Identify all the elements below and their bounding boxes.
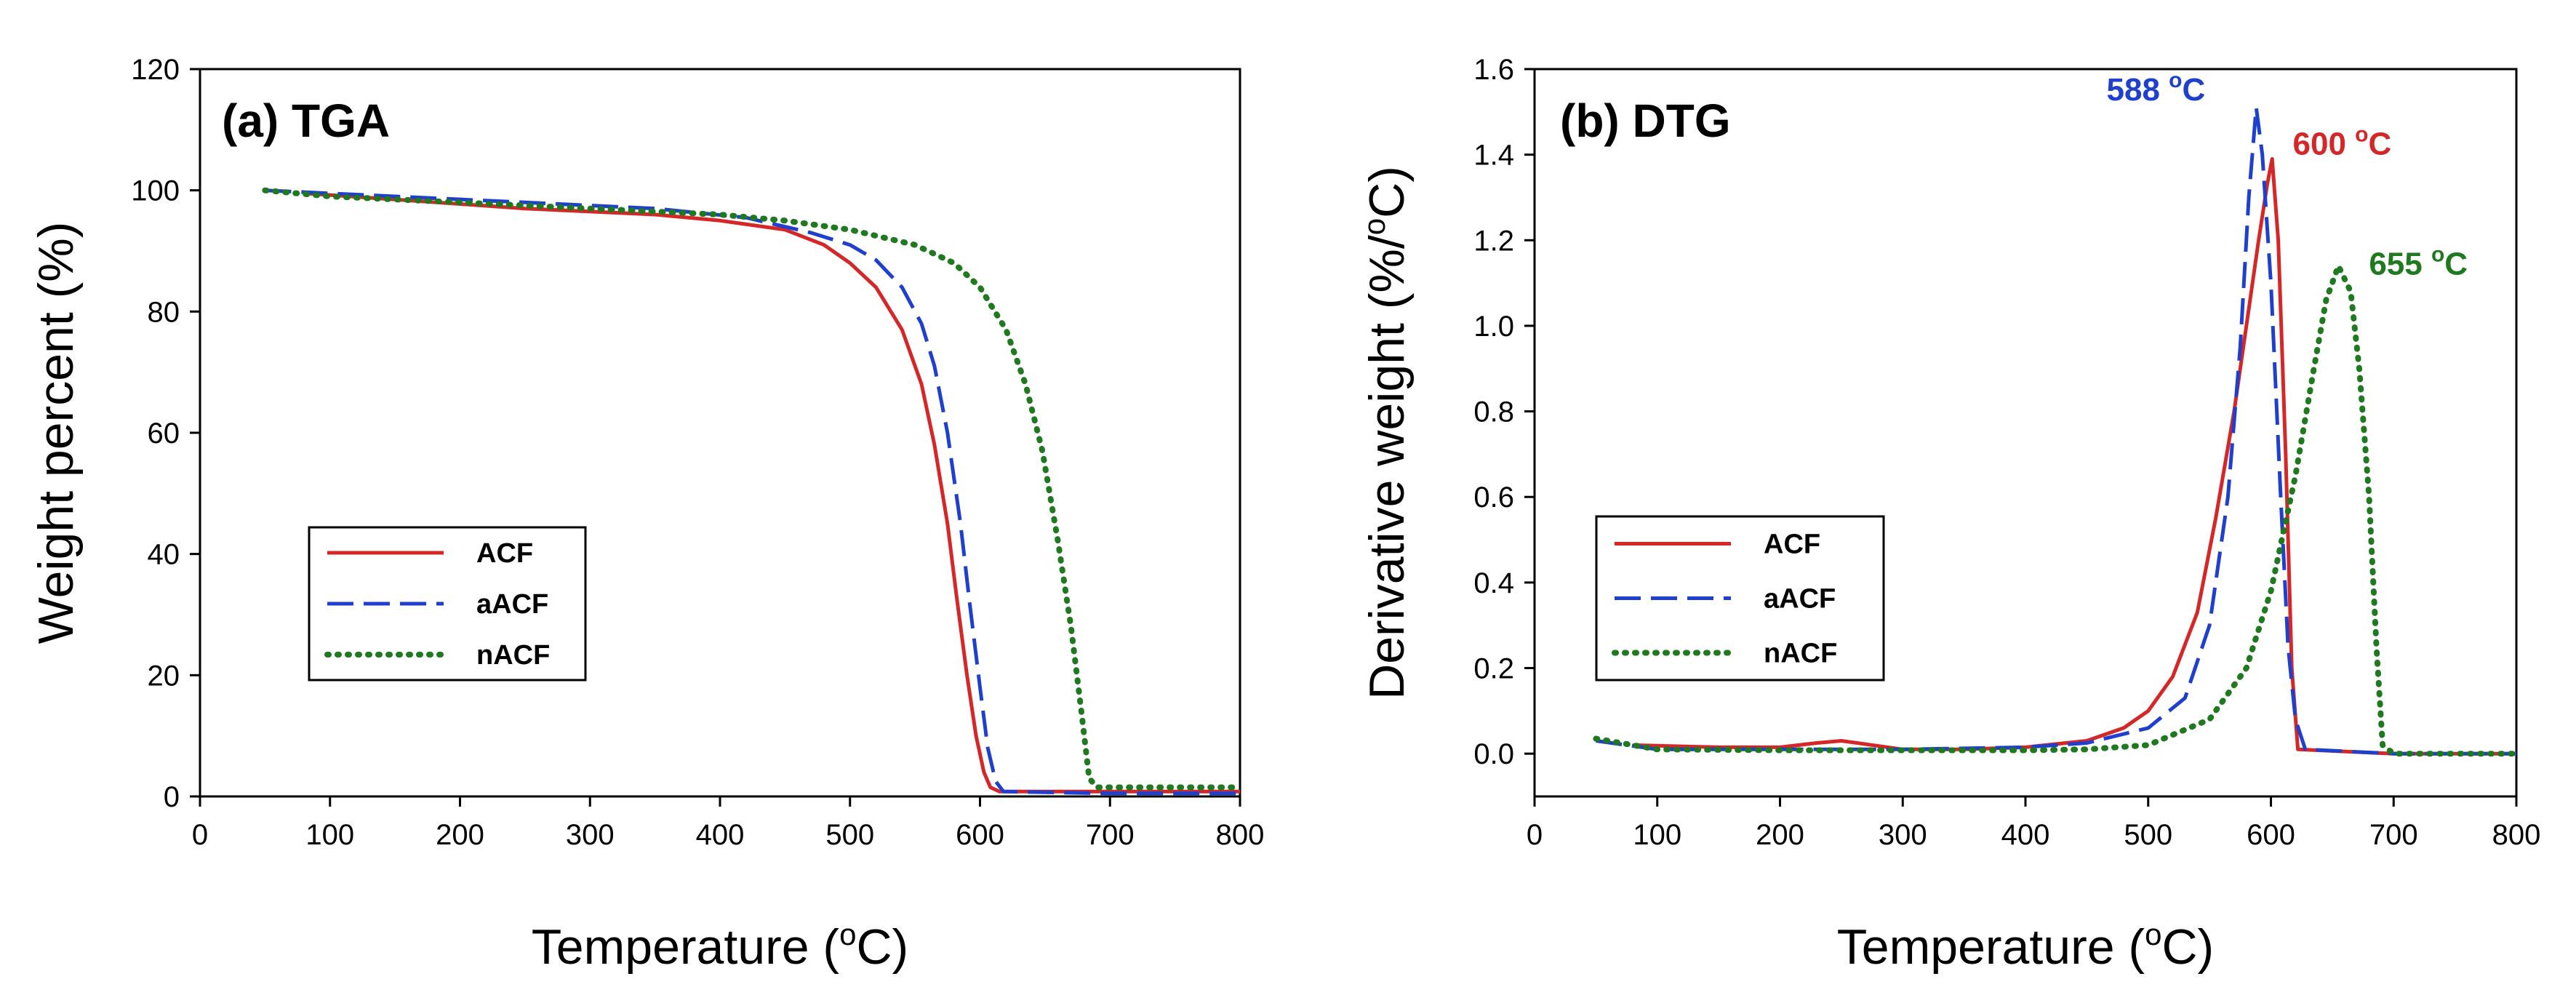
y-tick-label: 1.2 xyxy=(1473,225,1514,257)
y-tick-label: 40 xyxy=(148,539,180,571)
y-tick-label: 0 xyxy=(164,781,180,813)
y-tick-label: 80 xyxy=(148,296,180,328)
dtg-panel: 0 100 200 300 400 500 600 700 800 0.0 0.2 0.4 0.6 0.8… xyxy=(1357,54,2540,975)
legend-label-ACF: ACF xyxy=(476,538,533,569)
y-tick-label: 0.4 xyxy=(1473,567,1514,599)
legend-label-aACF: aACF xyxy=(1764,584,1836,615)
plot-frame xyxy=(199,68,1241,798)
x-axis-title: Temperature (oC) xyxy=(1837,917,2214,975)
y-tick-label: 0.8 xyxy=(1473,396,1514,428)
legend-label-aACF: aACF xyxy=(476,589,548,620)
x-axis-title: Temperature (oC) xyxy=(532,917,908,975)
y-tick-label: 1.4 xyxy=(1473,140,1514,172)
y-tick-label: 0.0 xyxy=(1473,738,1514,770)
y-tick-label: 0.2 xyxy=(1473,653,1514,685)
series-line-ACF xyxy=(1632,157,2516,756)
x-tick-label: 700 xyxy=(1086,819,1135,851)
panel-title: (b) DTG xyxy=(1560,95,1731,147)
series-line-aACF xyxy=(265,188,1240,796)
peak-annotation-aACF: 588 oC xyxy=(2107,68,2206,108)
x-tick-label: 300 xyxy=(1879,819,1927,851)
y-tick-label: 20 xyxy=(148,660,180,692)
y-axis-title: Weight percent (%) xyxy=(28,222,84,644)
x-tick-label: 200 xyxy=(1756,819,1804,851)
x-tick-label: 600 xyxy=(956,819,1004,851)
x-tick-label: 400 xyxy=(2001,819,2050,851)
y-tick-label: 1.6 xyxy=(1473,54,1514,86)
legend-label-ACF: ACF xyxy=(1764,530,1820,560)
x-tick-label: 500 xyxy=(2124,819,2172,851)
plot-frame xyxy=(1533,68,2518,798)
x-tick-label: 800 xyxy=(2492,819,2541,851)
y-tick-label: 60 xyxy=(148,417,180,449)
legend-label-nACF: nACF xyxy=(1764,639,1837,669)
x-tick-label: 400 xyxy=(696,819,745,851)
x-tick-label: 0 xyxy=(192,819,208,851)
legend-label-nACF: nACF xyxy=(476,640,550,671)
peak-annotation-ACF: 600 oC xyxy=(2293,123,2392,162)
x-tick-label: 300 xyxy=(566,819,615,851)
y-tick-label: 0.6 xyxy=(1473,481,1514,514)
peak-annotation-nACF: 655 oC xyxy=(2369,243,2468,282)
y-tick-label: 120 xyxy=(131,54,180,86)
tga-panel: 0 100 200 300 400 500 600 700 800 0 20 40 60 80 100 120… xyxy=(28,54,1264,975)
x-tick-label: 800 xyxy=(1216,819,1265,851)
y-axis-title: Derivative weight (%/oC) xyxy=(1357,166,1415,700)
series-line-nACF xyxy=(1593,263,2519,757)
panel-title: (a) TGA xyxy=(222,95,390,147)
series-line-nACF xyxy=(262,187,1243,791)
x-tick-label: 700 xyxy=(2369,819,2418,851)
y-tick-label: 1.0 xyxy=(1473,311,1514,343)
x-tick-label: 500 xyxy=(825,819,874,851)
series-line-ACF xyxy=(303,191,1240,794)
x-tick-label: 200 xyxy=(436,819,484,851)
x-tick-label: 600 xyxy=(2247,819,2295,851)
x-tick-label: 0 xyxy=(1527,819,1543,851)
y-tick-label: 100 xyxy=(131,175,180,207)
x-tick-label: 100 xyxy=(305,819,354,851)
x-tick-label: 100 xyxy=(1633,819,1681,851)
